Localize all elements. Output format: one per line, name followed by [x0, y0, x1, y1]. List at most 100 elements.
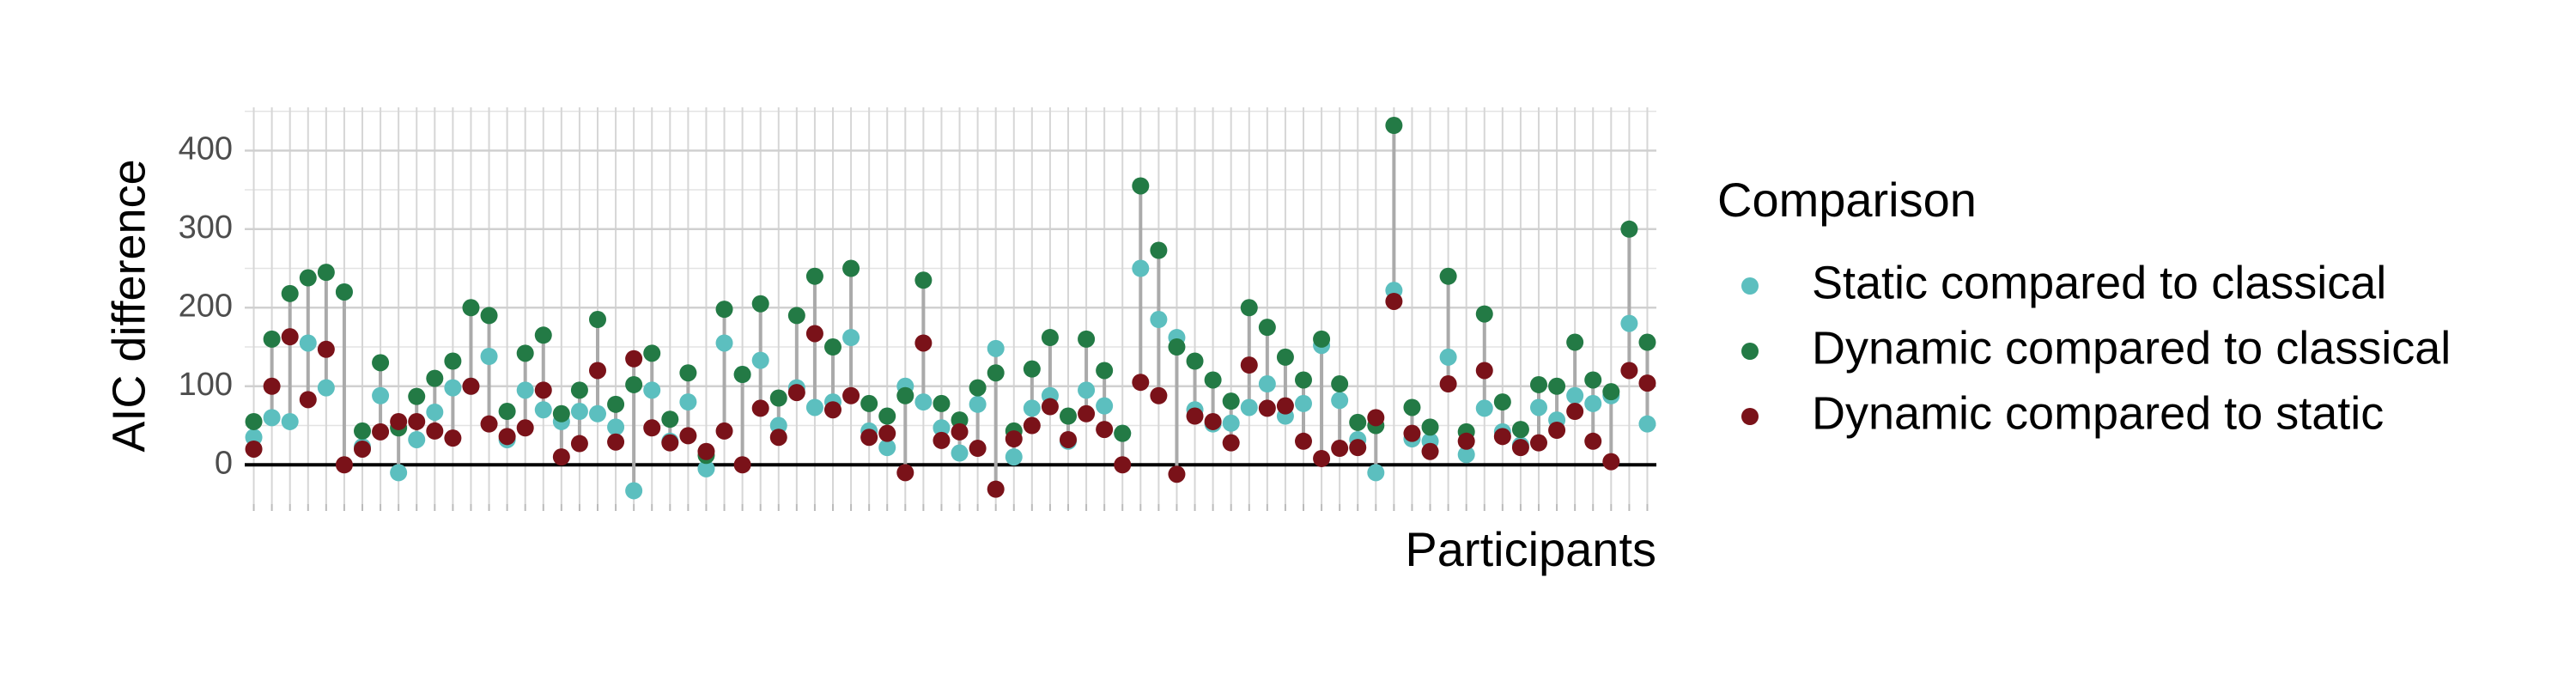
data-point	[335, 456, 353, 474]
data-point	[824, 338, 841, 356]
data-point	[534, 401, 552, 419]
data-point	[1638, 374, 1656, 392]
data-point	[589, 311, 606, 329]
data-point	[933, 419, 951, 437]
data-point	[1548, 422, 1566, 440]
data-point	[299, 269, 317, 287]
data-point	[245, 429, 263, 447]
data-point	[1186, 407, 1204, 425]
data-point	[643, 344, 661, 362]
data-point	[480, 348, 498, 366]
data-point	[715, 422, 733, 440]
data-point	[805, 398, 823, 416]
data-point	[1511, 439, 1529, 457]
data-point	[1566, 386, 1584, 404]
data-point	[824, 401, 841, 419]
data-point	[987, 364, 1005, 382]
data-point	[1240, 299, 1258, 317]
data-point	[317, 379, 335, 397]
data-point	[1096, 362, 1114, 380]
data-point	[1493, 393, 1511, 411]
data-point	[751, 295, 769, 313]
data-point	[1457, 446, 1475, 464]
data-point	[1530, 434, 1547, 452]
data-point	[1132, 177, 1150, 195]
data-point	[625, 350, 643, 368]
data-point	[354, 422, 371, 440]
data-point	[1331, 440, 1349, 458]
data-point	[643, 381, 661, 399]
data-point	[1295, 432, 1312, 450]
data-point	[1060, 430, 1077, 448]
data-point	[1005, 430, 1023, 448]
data-point	[1403, 398, 1421, 416]
data-point	[860, 429, 878, 447]
data-point	[1078, 381, 1096, 399]
data-point	[607, 418, 625, 436]
data-point	[1204, 412, 1222, 430]
legend-label: Static compared to classical	[1812, 257, 2386, 308]
data-point	[715, 301, 733, 319]
data-point	[390, 464, 408, 482]
data-point	[263, 330, 281, 348]
data-point	[1403, 424, 1421, 442]
legend-marker	[1741, 343, 1759, 360]
data-point	[1023, 360, 1041, 378]
data-point	[878, 424, 896, 442]
data-point	[372, 386, 390, 404]
data-point	[408, 387, 426, 405]
data-point	[372, 354, 390, 372]
data-point	[769, 389, 787, 407]
data-point	[878, 439, 896, 457]
data-point	[516, 419, 534, 437]
data-point	[1258, 319, 1276, 337]
data-point	[1421, 442, 1439, 460]
y-axis-label: AIC difference	[103, 159, 155, 452]
data-point	[769, 416, 787, 435]
data-point	[679, 364, 697, 382]
y-tick-label: 200	[179, 288, 233, 324]
data-point	[444, 352, 462, 370]
data-point	[1023, 416, 1041, 435]
data-point	[1331, 392, 1349, 410]
data-point	[661, 434, 679, 452]
data-point	[1638, 415, 1656, 433]
data-point	[408, 430, 426, 448]
data-point	[625, 482, 643, 500]
data-point	[933, 394, 951, 412]
data-point	[354, 440, 371, 458]
legend-marker	[1741, 408, 1759, 425]
data-point	[787, 384, 805, 402]
data-point	[842, 386, 860, 404]
data-point	[299, 391, 317, 409]
data-point	[1276, 348, 1294, 366]
legend-label: Dynamic compared to classical	[1812, 322, 2451, 374]
data-point	[643, 419, 661, 437]
data-point	[751, 351, 769, 369]
data-point	[1457, 432, 1475, 450]
data-point	[1132, 374, 1150, 392]
data-point	[1186, 352, 1204, 370]
data-point	[1150, 311, 1168, 329]
data-point	[1168, 338, 1186, 356]
data-point	[1222, 434, 1240, 452]
data-point	[516, 381, 534, 399]
data-point	[1439, 348, 1457, 366]
data-point	[1150, 386, 1168, 404]
data-point	[263, 377, 281, 395]
data-point	[878, 407, 896, 425]
data-point	[607, 395, 625, 413]
data-point	[697, 442, 715, 460]
data-point	[1168, 465, 1186, 483]
data-point	[769, 429, 787, 447]
data-point	[335, 283, 353, 301]
data-point	[444, 429, 462, 447]
data-point	[589, 362, 606, 380]
data-point	[1222, 392, 1240, 410]
data-point	[299, 334, 317, 352]
data-point	[697, 459, 715, 477]
data-point	[245, 412, 263, 430]
data-point	[317, 264, 335, 282]
data-point	[317, 340, 335, 358]
data-point	[933, 431, 951, 449]
